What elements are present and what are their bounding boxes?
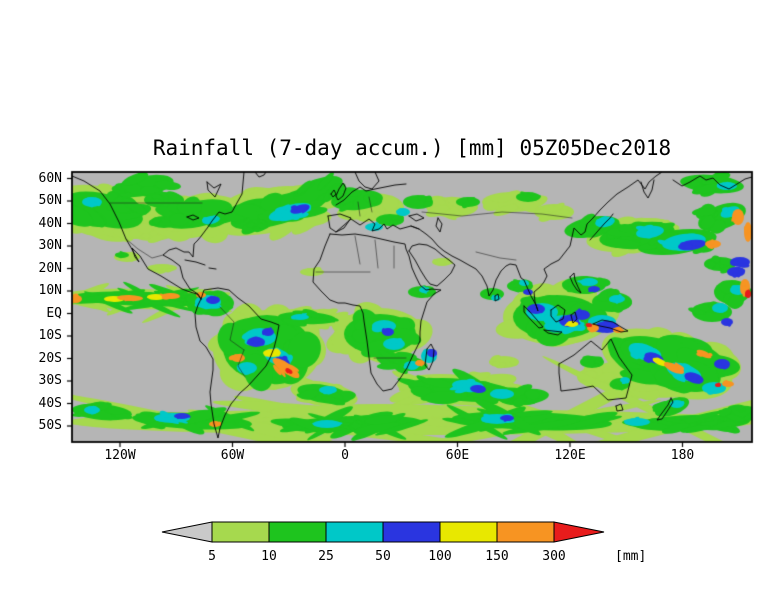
lat-tick-label: 40S — [38, 395, 62, 411]
lon-tick-label: 0 — [341, 448, 349, 463]
world-rainfall-map — [64, 164, 760, 456]
colorbar-segment — [211, 521, 270, 543]
lat-tick-label: 50N — [38, 193, 62, 208]
colorbar-above-max-arrow — [553, 521, 605, 543]
lon-tick-label: 120E — [554, 448, 586, 463]
colorbar-tick-label: 300 — [542, 549, 565, 564]
chart-title: Rainfall (7-day accum.) [mm] 05Z05Dec201… — [152, 136, 672, 160]
lon-tick-label: 120W — [104, 448, 136, 463]
lat-tick-label: 40N — [38, 215, 62, 231]
lat-tick-label: 60N — [38, 170, 62, 186]
lat-tick-label: 50S — [38, 418, 62, 433]
lon-tick-label: 60W — [220, 448, 245, 463]
colorbar-segment — [268, 521, 327, 543]
colorbar: 5 10 25 50 100 150 300 [mm] — [160, 519, 680, 569]
lat-tick-label: EQ — [46, 305, 62, 321]
colorbar-svg: 5 10 25 50 100 150 300 [mm] — [161, 521, 646, 564]
colorbar-tick-label: 150 — [485, 549, 508, 564]
colorbar-unit-label: [mm] — [615, 549, 646, 564]
lat-tick-label: 20S — [38, 350, 62, 366]
colorbar-tick-label: 100 — [428, 549, 451, 564]
colorbar-tick-label: 25 — [318, 549, 334, 564]
colorbar-segment — [439, 521, 498, 543]
colorbar-segment — [382, 521, 441, 543]
colorbar-tick-label: 50 — [375, 549, 391, 564]
colorbar-below-min-arrow — [161, 521, 213, 543]
colorbar-segment — [496, 521, 555, 543]
lat-tick-label: 10N — [38, 283, 62, 298]
lat-tick-label: 20N — [38, 260, 62, 276]
colorbar-tick-label: 10 — [261, 549, 277, 564]
lat-tick-label: 30S — [38, 373, 62, 388]
lat-tick-label: 10S — [38, 328, 62, 343]
lon-tick-label: 60E — [445, 448, 470, 463]
colorbar-tick-label: 5 — [208, 549, 216, 564]
colorbar-segment — [325, 521, 384, 543]
lat-tick-label: 30N — [38, 238, 62, 253]
lon-tick-label: 180 — [670, 448, 695, 463]
